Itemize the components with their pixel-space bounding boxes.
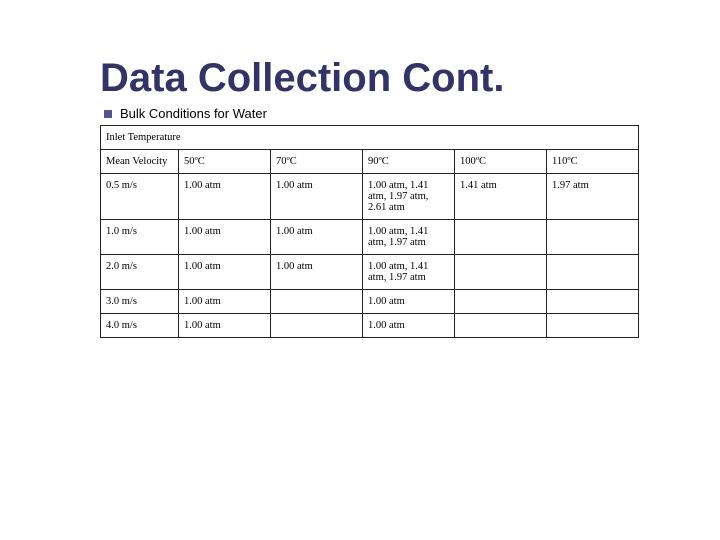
row-header-label: Mean Velocity xyxy=(101,150,179,174)
table-header-row: Mean Velocity 50ºC 70ºC 90ºC 100ºC 110ºC xyxy=(101,150,639,174)
cell xyxy=(271,314,363,338)
data-table: Inlet Temperature Mean Velocity 50ºC 70º… xyxy=(100,125,639,338)
cell: 1.00 atm xyxy=(179,314,271,338)
cell: 1.97 atm xyxy=(547,174,639,220)
cell: 1.00 atm xyxy=(271,255,363,290)
col-header: 70ºC xyxy=(271,150,363,174)
cell: 1.00 atm xyxy=(271,220,363,255)
cell: 1.00 atm, 1.41 atm, 1.97 atm xyxy=(363,255,455,290)
cell xyxy=(547,290,639,314)
row-label: 2.0 m/s xyxy=(101,255,179,290)
subtitle-row: Bulk Conditions for Water xyxy=(104,106,670,121)
cell xyxy=(271,290,363,314)
table-row: 1.0 m/s 1.00 atm 1.00 atm 1.00 atm, 1.41… xyxy=(101,220,639,255)
cell xyxy=(455,290,547,314)
cell xyxy=(547,314,639,338)
col-header: 100ºC xyxy=(455,150,547,174)
table-row: 3.0 m/s 1.00 atm 1.00 atm xyxy=(101,290,639,314)
table-row: 4.0 m/s 1.00 atm 1.00 atm xyxy=(101,314,639,338)
cell: 1.00 atm xyxy=(179,220,271,255)
cell xyxy=(455,220,547,255)
bullet-icon xyxy=(104,110,112,118)
cell xyxy=(547,220,639,255)
table-spanner: Inlet Temperature xyxy=(101,126,639,150)
row-label: 3.0 m/s xyxy=(101,290,179,314)
subtitle-text: Bulk Conditions for Water xyxy=(120,106,267,121)
cell xyxy=(455,314,547,338)
cell: 1.00 atm xyxy=(271,174,363,220)
slide-title: Data Collection Cont. xyxy=(100,56,670,100)
row-label: 4.0 m/s xyxy=(101,314,179,338)
table-row: 0.5 m/s 1.00 atm 1.00 atm 1.00 atm, 1.41… xyxy=(101,174,639,220)
cell: 1.00 atm xyxy=(363,314,455,338)
cell xyxy=(547,255,639,290)
col-header: 50ºC xyxy=(179,150,271,174)
cell: 1.00 atm xyxy=(179,255,271,290)
cell: 1.00 atm xyxy=(179,174,271,220)
cell: 1.00 atm, 1.41 atm, 1.97 atm xyxy=(363,220,455,255)
col-header: 90ºC xyxy=(363,150,455,174)
table-row: 2.0 m/s 1.00 atm 1.00 atm 1.00 atm, 1.41… xyxy=(101,255,639,290)
cell: 1.00 atm xyxy=(179,290,271,314)
col-header: 110ºC xyxy=(547,150,639,174)
table-spanner-row: Inlet Temperature xyxy=(101,126,639,150)
cell: 1.41 atm xyxy=(455,174,547,220)
cell: 1.00 atm xyxy=(363,290,455,314)
cell xyxy=(455,255,547,290)
cell: 1.00 atm, 1.41 atm, 1.97 atm, 2.61 atm xyxy=(363,174,455,220)
row-label: 0.5 m/s xyxy=(101,174,179,220)
row-label: 1.0 m/s xyxy=(101,220,179,255)
slide: Data Collection Cont. Bulk Conditions fo… xyxy=(0,0,720,540)
